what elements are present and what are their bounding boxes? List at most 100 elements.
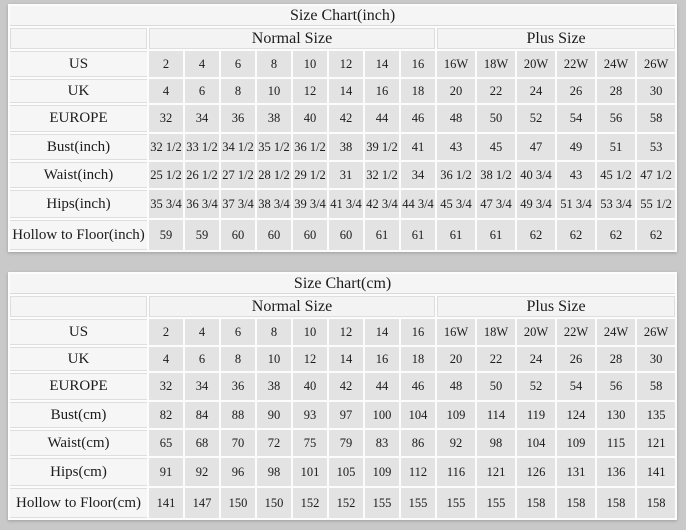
size-value-cell: 100 bbox=[365, 402, 399, 428]
size-value-cell: 24 bbox=[517, 347, 555, 371]
size-value-cell: 34 bbox=[401, 162, 435, 188]
size-value-cell: 60 bbox=[329, 220, 363, 250]
size-value-cell: 72 bbox=[257, 430, 291, 456]
size-value-cell: 30 bbox=[637, 79, 676, 103]
size-value-cell: 26W bbox=[637, 319, 676, 345]
size-value-cell: 82 bbox=[149, 402, 183, 428]
row-label: Hips(cm) bbox=[10, 458, 147, 486]
size-value-cell: 34 bbox=[185, 105, 219, 132]
size-value-cell: 40 3/4 bbox=[517, 162, 555, 188]
size-value-cell: 65 bbox=[149, 430, 183, 456]
size-value-cell: 92 bbox=[437, 430, 475, 456]
size-value-cell: 35 1/2 bbox=[257, 134, 291, 160]
size-value-cell: 10 bbox=[293, 319, 327, 345]
table-title: Size Chart(cm) bbox=[10, 274, 676, 294]
size-value-cell: 16W bbox=[437, 319, 475, 345]
size-value-cell: 41 3/4 bbox=[329, 190, 363, 218]
size-value-cell: 25 1/2 bbox=[149, 162, 183, 188]
size-value-cell: 48 bbox=[437, 105, 475, 132]
size-value-cell: 6 bbox=[221, 319, 255, 345]
size-value-cell: 131 bbox=[557, 458, 595, 486]
size-value-cell: 56 bbox=[597, 373, 635, 400]
table-row: Hollow to Floor(inch) 59 59 60 60 60 60 61 61 61 6… bbox=[10, 220, 676, 250]
size-value-cell: 28 1/2 bbox=[257, 162, 291, 188]
size-value-cell: 2 bbox=[149, 51, 183, 77]
size-value-cell: 44 bbox=[365, 105, 399, 132]
size-value-cell: 147 bbox=[185, 488, 219, 518]
size-value-cell: 42 bbox=[329, 373, 363, 400]
size-value-cell: 150 bbox=[257, 488, 291, 518]
size-value-cell: 62 bbox=[597, 220, 635, 250]
size-value-cell: 62 bbox=[517, 220, 555, 250]
size-value-cell: 34 1/2 bbox=[221, 134, 255, 160]
size-value-cell: 16 bbox=[365, 347, 399, 371]
size-value-cell: 22W bbox=[557, 51, 595, 77]
size-value-cell: 60 bbox=[257, 220, 291, 250]
size-value-cell: 26 bbox=[557, 347, 595, 371]
size-value-cell: 46 bbox=[401, 105, 435, 132]
size-value-cell: 136 bbox=[597, 458, 635, 486]
size-value-cell: 158 bbox=[637, 488, 676, 518]
row-label: Hollow to Floor(cm) bbox=[10, 488, 147, 518]
size-value-cell: 119 bbox=[517, 402, 555, 428]
size-value-cell: 114 bbox=[477, 402, 515, 428]
size-value-cell: 14 bbox=[329, 347, 363, 371]
table-title: Size Chart(inch) bbox=[10, 6, 676, 26]
size-value-cell: 47 3/4 bbox=[477, 190, 515, 218]
size-value-cell: 141 bbox=[149, 488, 183, 518]
table-title-row: Size Chart(cm) bbox=[10, 274, 676, 294]
size-value-cell: 4 bbox=[149, 347, 183, 371]
size-value-cell: 36 bbox=[221, 105, 255, 132]
size-value-cell: 18 bbox=[401, 79, 435, 103]
size-value-cell: 26 1/2 bbox=[185, 162, 219, 188]
size-value-cell: 86 bbox=[401, 430, 435, 456]
size-value-cell: 28 bbox=[597, 79, 635, 103]
size-value-cell: 51 3/4 bbox=[557, 190, 595, 218]
size-value-cell: 115 bbox=[597, 430, 635, 456]
size-value-cell: 12 bbox=[329, 319, 363, 345]
size-value-cell: 8 bbox=[257, 319, 291, 345]
size-value-cell: 79 bbox=[329, 430, 363, 456]
size-value-cell: 6 bbox=[185, 79, 219, 103]
size-value-cell: 112 bbox=[401, 458, 435, 486]
size-value-cell: 105 bbox=[329, 458, 363, 486]
row-label: US bbox=[10, 51, 147, 77]
size-value-cell: 6 bbox=[221, 51, 255, 77]
size-value-cell: 83 bbox=[365, 430, 399, 456]
size-value-cell: 38 bbox=[257, 105, 291, 132]
size-value-cell: 33 1/2 bbox=[185, 134, 219, 160]
size-value-cell: 91 bbox=[149, 458, 183, 486]
group-header-row: Normal Size Plus Size bbox=[10, 28, 676, 49]
size-value-cell: 20 bbox=[437, 79, 475, 103]
row-label: Bust(cm) bbox=[10, 402, 147, 428]
size-value-cell: 109 bbox=[557, 430, 595, 456]
corner-cell bbox=[10, 28, 147, 49]
size-value-cell: 39 1/2 bbox=[365, 134, 399, 160]
size-value-cell: 30 bbox=[637, 347, 676, 371]
size-value-cell: 109 bbox=[365, 458, 399, 486]
size-value-cell: 155 bbox=[477, 488, 515, 518]
size-value-cell: 49 bbox=[557, 134, 595, 160]
size-value-cell: 32 bbox=[149, 373, 183, 400]
size-value-cell: 14 bbox=[365, 51, 399, 77]
size-value-cell: 36 bbox=[221, 373, 255, 400]
size-value-cell: 109 bbox=[437, 402, 475, 428]
size-value-cell: 59 bbox=[185, 220, 219, 250]
row-label: US bbox=[10, 319, 147, 345]
size-value-cell: 158 bbox=[517, 488, 555, 518]
size-value-cell: 97 bbox=[329, 402, 363, 428]
size-value-cell: 36 1/2 bbox=[437, 162, 475, 188]
table-row: EUROPE 32 34 36 38 40 42 44 46 48 50 52 54 56 58 bbox=[10, 373, 676, 400]
size-value-cell: 126 bbox=[517, 458, 555, 486]
table-row: UK 4 6 8 10 12 14 16 18 20 22 24 26 28 30 bbox=[10, 79, 676, 103]
size-value-cell: 8 bbox=[221, 79, 255, 103]
size-value-cell: 44 3/4 bbox=[401, 190, 435, 218]
size-value-cell: 43 bbox=[557, 162, 595, 188]
row-label: Bust(inch) bbox=[10, 134, 147, 160]
size-value-cell: 24 bbox=[517, 79, 555, 103]
size-value-cell: 34 bbox=[185, 373, 219, 400]
size-value-cell: 155 bbox=[437, 488, 475, 518]
size-value-cell: 4 bbox=[149, 79, 183, 103]
size-value-cell: 92 bbox=[185, 458, 219, 486]
row-label: Waist(cm) bbox=[10, 430, 147, 456]
